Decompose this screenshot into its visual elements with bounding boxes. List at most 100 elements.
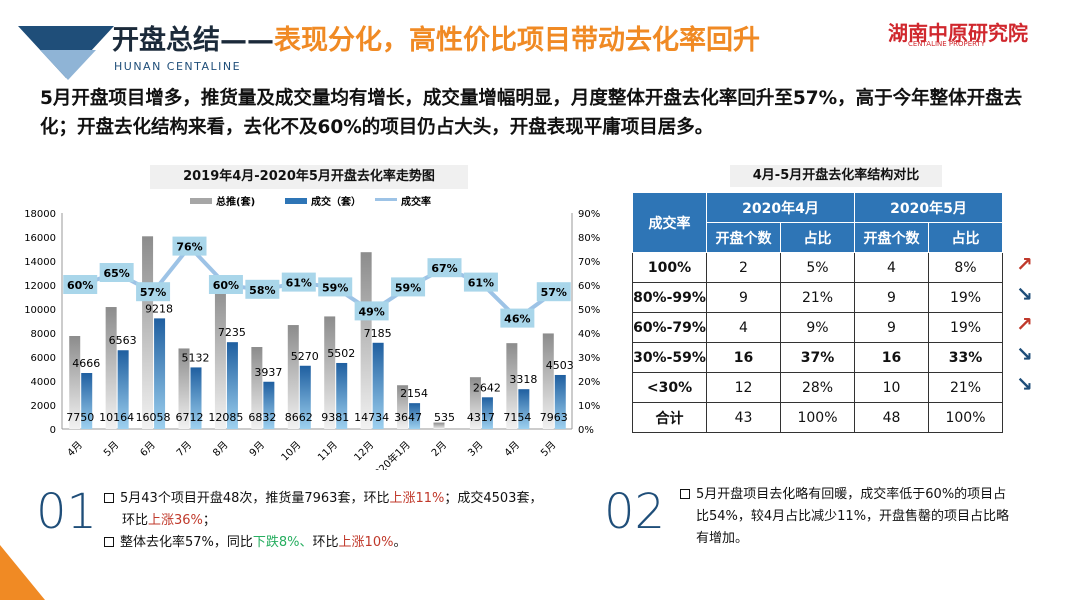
rate-label-box: [463, 272, 498, 292]
total-label: 7750: [66, 411, 94, 424]
x-tick-label: 3月: [466, 439, 486, 459]
bar-deal: [372, 342, 384, 429]
cell-label: <30%: [632, 372, 707, 403]
cell-mp: 8%: [928, 252, 1003, 283]
deal-label: 7185: [364, 327, 392, 340]
logo-triangle-inner: [40, 50, 96, 80]
arrow-down-icon: ↘: [1016, 342, 1033, 366]
cell-a: 12: [706, 372, 781, 403]
total-label: 7154: [503, 411, 531, 424]
deal-label: 5502: [327, 347, 355, 360]
x-tick-label: 6月: [138, 439, 158, 459]
legend-swatch: [285, 198, 307, 204]
text: ；: [202, 513, 216, 528]
rate-label-box: [536, 282, 571, 302]
chart-title: 2019年4月-2020年5月开盘去化率走势图: [150, 165, 468, 189]
arrow-down-icon: ↘: [1016, 282, 1033, 306]
cell-a: 43: [706, 402, 781, 433]
rate-label-box: [136, 282, 171, 302]
text: 环比: [312, 535, 339, 550]
deal-label: 3318: [509, 373, 537, 386]
rate-label-box: [208, 275, 243, 294]
x-tick-label: 4月: [502, 439, 522, 459]
cell-m: 48: [854, 402, 929, 433]
text: 5月开盘项目去化略有回暖，成交率低于60%的项目占比54%，较4月占比减少11%…: [696, 487, 1010, 546]
cell-ap: 28%: [780, 372, 855, 403]
cell-a: 16: [706, 342, 781, 373]
cell-label: 60%-79%: [632, 312, 707, 343]
table-row: 合计 43 100% 48 100%: [632, 402, 1003, 433]
header-apr: 2020年4月: [706, 192, 855, 223]
total-label: 6712: [176, 411, 204, 424]
cell-ap: 5%: [780, 252, 855, 283]
x-tick-label: 9月: [247, 439, 267, 459]
x-tick-label: 5月: [538, 439, 558, 459]
rate-label: 57%: [541, 286, 567, 299]
bar-deal: [481, 397, 493, 429]
bar-total: [360, 252, 372, 429]
table-row: 80%-99% 9 21% 9 19%: [632, 282, 1003, 313]
deal-label: 6563: [109, 334, 137, 347]
cell-m: 4: [854, 252, 929, 283]
bar-total: [542, 333, 554, 429]
total-label: 9381: [321, 411, 349, 424]
text-down: 下跌8%、: [252, 535, 313, 550]
header-share: 占比: [928, 222, 1003, 253]
legend-label: 成交（套）: [311, 195, 361, 208]
y-right-tick-label: 0%: [578, 425, 594, 436]
rate-label: 46%: [504, 313, 530, 326]
rate-label: 65%: [103, 267, 129, 280]
page-title: 开盘总结——表现分化，高性价比项目带动去化率回升: [112, 18, 760, 57]
y-tick-label: 10000: [24, 305, 56, 316]
bar-total: [397, 385, 409, 429]
y-right-tick-label: 80%: [578, 233, 600, 244]
rate-label-box: [245, 279, 280, 299]
cell-ap: 21%: [780, 282, 855, 313]
cell-ap: 100%: [780, 402, 855, 433]
rate-label-box: [427, 258, 462, 278]
table-row: 100% 2 5% 4 8%: [632, 252, 1003, 283]
rate-label-box: [99, 263, 134, 282]
y-tick-label: 4000: [31, 377, 56, 388]
rate-label: 59%: [322, 281, 348, 294]
intro-text: 5月开盘项目增多，推货量及成交量均有增长，成交量增幅明显，月度整体开盘去化率回升…: [40, 88, 1023, 138]
bar-deal: [263, 381, 275, 429]
text-up: 上涨36%: [148, 513, 203, 528]
total-label: 6832: [248, 411, 276, 424]
bar-total: [324, 316, 336, 429]
header-share: 占比: [780, 222, 855, 253]
trend-chart: 总推(套) 成交（套） 成交率 0 2000 4000 6000 8000 10000 12000…: [24, 195, 600, 470]
bar-total: [214, 283, 226, 429]
total-label: 4317: [467, 411, 495, 424]
rate-label: 57%: [140, 286, 166, 299]
cell-mp: 33%: [928, 342, 1003, 373]
cell-a: 4: [706, 312, 781, 343]
bar-deal: [336, 362, 348, 429]
header-may: 2020年5月: [854, 192, 1003, 223]
rate-label: 76%: [176, 241, 202, 254]
deal-label: 5132: [182, 351, 210, 364]
rate-label: 59%: [395, 281, 421, 294]
cell-mp: 21%: [928, 372, 1003, 403]
y-tick-label: 0: [50, 425, 56, 436]
bar-total: [105, 307, 117, 429]
brand-logo-en: CENTALINE PROPERTY: [908, 40, 986, 48]
cell-label: 100%: [632, 252, 707, 283]
bullet-icon: [104, 537, 114, 547]
rate-label: 61%: [468, 277, 494, 290]
y-tick-label: 6000: [31, 353, 56, 364]
bullet-icon: [680, 489, 690, 499]
deal-label: 2154: [400, 387, 428, 400]
table-row: <30% 12 28% 10 21%: [632, 372, 1003, 403]
rate-label-box: [391, 277, 426, 297]
text: 5月43个项目开盘48次，推货量7963套，环比: [120, 491, 390, 506]
header-count: 开盘个数: [706, 222, 781, 253]
y-right-tick-label: 30%: [578, 353, 600, 364]
cell-label: 合计: [632, 402, 707, 433]
total-label: 16058: [136, 411, 171, 424]
y-tick-label: 18000: [24, 209, 56, 220]
y-right-tick-label: 20%: [578, 377, 600, 388]
legend-label: 总推(套): [216, 195, 255, 208]
cell-m: 9: [854, 282, 929, 313]
note-number-1: 01: [36, 484, 98, 540]
